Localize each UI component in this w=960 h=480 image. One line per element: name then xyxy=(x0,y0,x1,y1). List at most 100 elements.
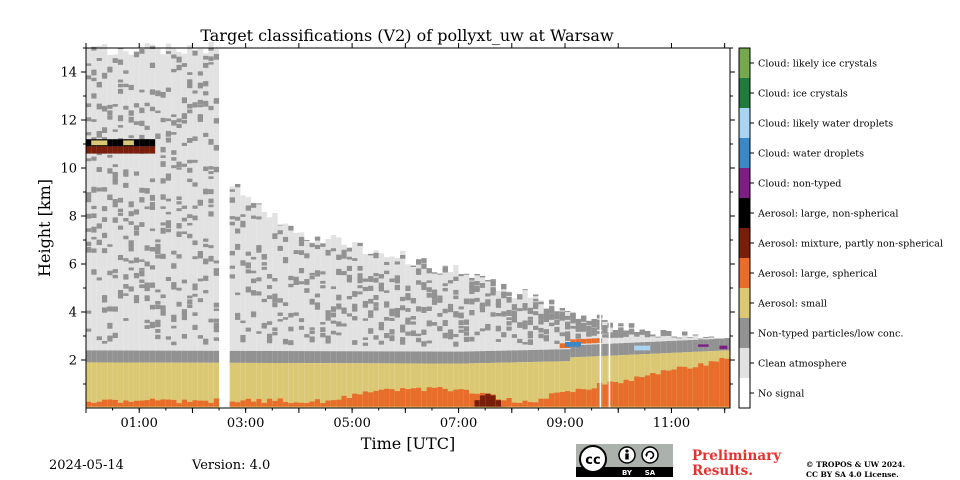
aerosol-large-spherical-cell xyxy=(330,400,337,407)
aerosol-small-cell xyxy=(245,362,251,407)
colorbar-label: Clean atmosphere xyxy=(758,359,847,370)
aerosol-large-spherical-cell xyxy=(208,402,214,407)
clean-cell xyxy=(421,258,427,352)
nontyped-cell xyxy=(139,107,145,114)
aerosol-small-cell xyxy=(86,406,92,408)
clean-cell xyxy=(96,45,102,351)
nontyped-cell xyxy=(187,159,193,164)
aerosol-large-spherical-cell xyxy=(708,361,715,407)
nontyped-cell xyxy=(123,105,129,110)
aerosol-large-spherical-cell xyxy=(426,387,432,407)
nontyped-cell xyxy=(181,205,188,209)
nontyped-cell xyxy=(596,331,603,335)
nontyped-cell xyxy=(559,333,566,337)
aerosol-small-cell xyxy=(554,406,560,408)
aerosol-large-spherical-cell xyxy=(261,402,267,407)
clean-cell xyxy=(431,272,438,352)
aerosol-large-spherical-cell xyxy=(596,338,603,343)
aerosol-large-spherical-cell xyxy=(644,375,651,407)
nontyped-cell xyxy=(96,350,102,363)
nontyped-cell xyxy=(101,217,108,222)
aerosol-large-spherical-cell xyxy=(336,399,342,407)
nontyped-cell xyxy=(117,125,124,128)
aerosol-small-cell xyxy=(495,406,502,408)
nontyped-cell xyxy=(181,333,188,339)
clean-cell xyxy=(261,212,267,351)
nontyped-cell xyxy=(522,342,528,345)
nontyped-cell xyxy=(538,301,544,305)
nontyped-cell xyxy=(266,273,273,279)
nontyped-cell xyxy=(240,260,246,266)
nontyped-cell xyxy=(176,196,182,201)
aerosol-small-cell xyxy=(160,362,166,407)
nontyped-cell xyxy=(602,334,608,338)
nontyped-cell xyxy=(463,326,470,332)
nontyped-cell xyxy=(91,46,97,51)
nontyped-cell xyxy=(655,336,661,338)
plot-frame xyxy=(85,47,731,409)
aerosol-small-cell xyxy=(213,362,220,407)
nontyped-cell xyxy=(330,306,337,312)
nontyped-cell xyxy=(389,317,395,322)
nontyped-cell xyxy=(213,145,220,148)
aerosol-large-spherical-cell xyxy=(384,388,390,407)
nontyped-cell xyxy=(469,309,475,316)
nontyped-cell xyxy=(160,117,166,123)
nontyped-cell xyxy=(368,298,374,304)
nontyped-cell xyxy=(165,228,172,233)
nontyped-cell xyxy=(474,351,480,364)
aerosol-small-cell xyxy=(479,363,486,407)
nontyped-cell xyxy=(176,208,182,212)
nontyped-cell xyxy=(192,240,198,246)
nontyped-cell xyxy=(160,178,166,184)
y-tick-label: 6 xyxy=(69,258,77,273)
aerosol-small-cell xyxy=(634,406,640,408)
nontyped-cell xyxy=(112,203,118,208)
nontyped-cell xyxy=(181,217,188,222)
nontyped-cell xyxy=(101,248,108,254)
aerosol-small-cell xyxy=(330,406,337,408)
nontyped-cell xyxy=(107,322,113,329)
nontyped-cell xyxy=(453,334,459,338)
nontyped-cell xyxy=(192,205,198,209)
nontyped-cell xyxy=(261,254,267,260)
nontyped-cell xyxy=(213,302,220,308)
aerosol-large-spherical-cell xyxy=(612,381,619,407)
nontyped-cell xyxy=(101,340,108,344)
nontyped-cell xyxy=(139,197,145,203)
cc-by-sa-badge: cc BY SA xyxy=(576,444,673,477)
nontyped-cell xyxy=(203,81,209,87)
nontyped-cell xyxy=(277,245,283,251)
nontyped-cell xyxy=(336,271,342,276)
x-tick-label: 11:00 xyxy=(653,416,690,431)
nontyped-cell xyxy=(330,312,337,318)
nontyped-cell xyxy=(655,341,661,354)
nontyped-cell xyxy=(171,341,177,346)
nontyped-cell xyxy=(91,205,97,210)
nontyped-cell xyxy=(692,339,699,352)
nontyped-cell xyxy=(309,330,315,335)
nontyped-cell xyxy=(426,292,432,298)
nontyped-cell xyxy=(533,325,539,330)
aerosol-large-spherical-cell xyxy=(149,398,156,407)
aerosol-small-cell xyxy=(485,406,491,408)
nontyped-cell xyxy=(368,310,374,317)
nontyped-cell xyxy=(91,69,97,76)
nontyped-cell xyxy=(309,351,315,364)
aerosol-small-cell xyxy=(549,361,555,407)
nontyped-cell xyxy=(187,214,193,219)
clean-cell xyxy=(565,310,571,350)
aerosol-large-spherical-cell xyxy=(346,398,353,407)
colorbar-label: Aerosol: large, non-spherical xyxy=(757,209,898,220)
nontyped-cell xyxy=(543,317,550,323)
nontyped-cell xyxy=(160,155,166,159)
nontyped-cell xyxy=(101,127,108,134)
nontyped-cell xyxy=(213,322,220,329)
nontyped-cell xyxy=(117,197,124,203)
nontyped-cell xyxy=(160,222,166,226)
clean-cell xyxy=(533,294,539,350)
aerosol-large-spherical-cell xyxy=(586,338,592,344)
classification-heatmap xyxy=(86,41,730,408)
clean-cell xyxy=(442,265,448,352)
nontyped-cell xyxy=(160,227,166,234)
